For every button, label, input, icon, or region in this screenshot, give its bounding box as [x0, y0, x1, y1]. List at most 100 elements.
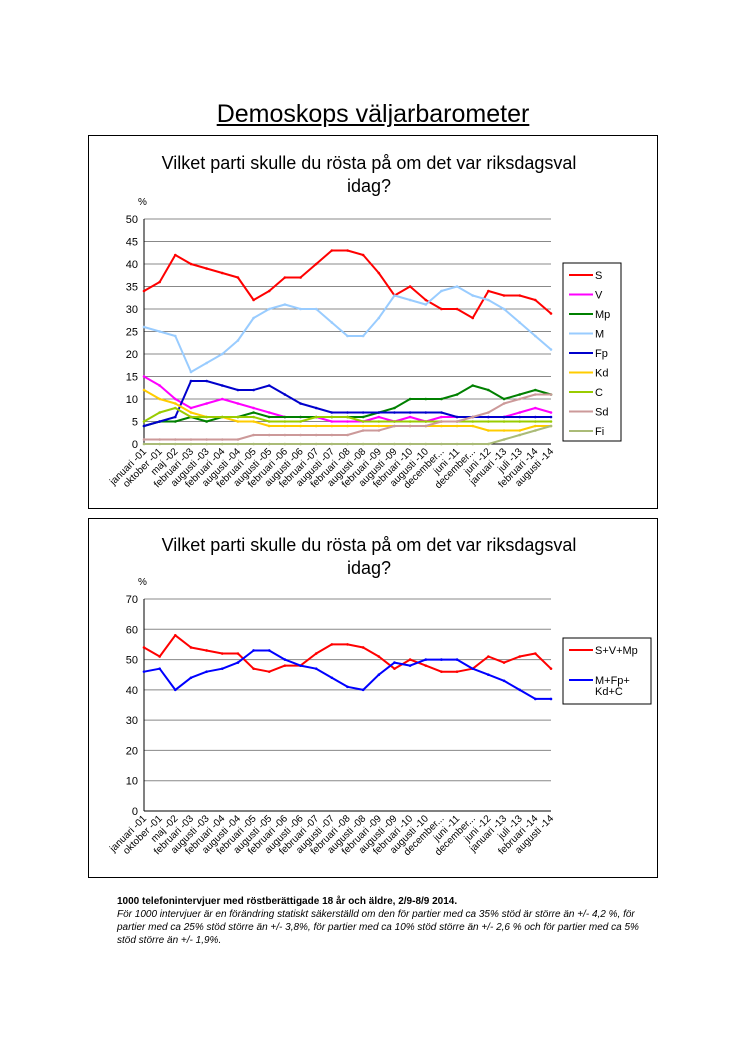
data-point-Kd [283, 424, 287, 428]
data-point-Sd [205, 438, 208, 441]
data-point-M [174, 334, 177, 338]
data-point-Sd [471, 415, 475, 419]
data-point-Mp [361, 415, 365, 419]
data-point-Kd [142, 388, 146, 392]
data-point-Kd [314, 424, 318, 428]
y-tick-label: 15 [126, 372, 138, 384]
data-point-C [189, 415, 193, 419]
chart-blocs-svg: Vilket parti skulle du rösta på om det v… [107, 535, 652, 858]
data-point-Kd [299, 424, 302, 428]
data-point-Fp [299, 402, 302, 405]
data-point-M [455, 285, 459, 288]
data-point-S [502, 294, 506, 297]
data-point-Mp [534, 388, 537, 392]
data-point-M [424, 303, 428, 306]
data-point-M [267, 307, 271, 311]
data-point-C [314, 415, 318, 419]
y-tick-label: 20 [126, 349, 138, 361]
data-point-S+V+Mp [267, 670, 271, 673]
data-point-S+V+Mp [518, 655, 521, 658]
chart-parties-svg: Vilket parti skulle du rösta på om det v… [107, 153, 622, 491]
data-point-C [471, 420, 475, 423]
legend-label: Kd [595, 368, 608, 380]
data-point-M [534, 334, 537, 338]
data-point-M [440, 289, 443, 293]
y-tick-label: 45 [126, 237, 138, 249]
data-point-S+V+Mp [142, 646, 146, 649]
data-point-S [361, 253, 365, 257]
data-point-Fi [299, 442, 302, 446]
data-point-Fi [330, 442, 334, 446]
data-point-Fi [534, 429, 537, 432]
data-point-S [314, 262, 318, 266]
data-point-Fi [158, 442, 161, 446]
data-point-V [267, 411, 271, 414]
data-point-Sd [361, 429, 365, 432]
data-point-Sd [330, 433, 334, 437]
legend-label: Fp [595, 348, 608, 360]
data-point-C [220, 415, 224, 419]
data-point-Sd [549, 393, 553, 396]
data-point-Kd [330, 424, 334, 428]
legend-label: M [595, 329, 604, 341]
data-point-V [174, 397, 177, 401]
data-point-M+Fp+ Kd+C [518, 688, 521, 692]
data-point-Fi [220, 442, 224, 446]
data-point-M [361, 334, 365, 338]
y-tick-label: 20 [126, 745, 138, 757]
series-line-Kd [143, 389, 551, 432]
data-point-M [299, 307, 302, 311]
chart-title: Vilket parti skulle du rösta på om det v… [162, 535, 577, 555]
y-tick-label: 5 [132, 417, 138, 429]
data-point-M [142, 325, 146, 329]
data-point-Sd [377, 429, 381, 432]
data-point-V [205, 402, 208, 405]
data-point-S+V+Mp [220, 652, 224, 655]
data-point-M [158, 330, 161, 333]
legend-label: M+Fp+ [595, 675, 630, 687]
data-point-Sd [174, 438, 177, 441]
data-point-C [158, 411, 161, 414]
data-point-Mp [299, 415, 302, 419]
data-point-Sd [252, 433, 255, 437]
data-point-C [236, 415, 240, 419]
data-point-S [299, 276, 302, 279]
data-point-S [487, 289, 490, 293]
data-point-Sd [440, 420, 443, 423]
data-point-M [283, 303, 287, 306]
data-point-C [142, 420, 146, 423]
data-point-Fi [424, 442, 428, 446]
data-point-M [330, 321, 334, 324]
data-point-Mp [440, 397, 443, 401]
data-point-S [220, 271, 224, 275]
data-point-S [189, 262, 193, 266]
data-point-C [502, 420, 506, 423]
data-point-Fp [142, 424, 146, 428]
data-point-Fp [189, 379, 193, 383]
data-point-Sd [189, 438, 193, 441]
data-point-M+Fp+ Kd+C [440, 658, 443, 661]
data-point-Fi [142, 442, 146, 446]
data-point-M+Fp+ Kd+C [471, 667, 475, 670]
data-point-S [174, 253, 177, 257]
data-point-S+V+Mp [377, 655, 381, 658]
data-point-Sd [220, 438, 224, 441]
data-point-Fp [502, 415, 506, 419]
data-point-V [518, 411, 521, 414]
data-point-C [205, 415, 208, 419]
data-point-Fi [518, 433, 521, 437]
y-tick-label: 40 [126, 259, 138, 271]
data-point-Fp [314, 406, 318, 410]
data-point-V [236, 402, 240, 405]
data-point-S+V+Mp [549, 667, 553, 670]
data-point-C [174, 406, 177, 410]
data-point-C [252, 415, 255, 419]
data-point-M [314, 307, 318, 311]
data-point-Fi [455, 442, 459, 446]
data-point-Kd [534, 424, 537, 428]
data-point-S [158, 280, 161, 284]
y-tick-label: 0 [132, 439, 138, 451]
series-line-Mp [143, 384, 552, 427]
data-point-S+V+Mp [205, 649, 208, 652]
data-point-Fi [393, 442, 396, 446]
